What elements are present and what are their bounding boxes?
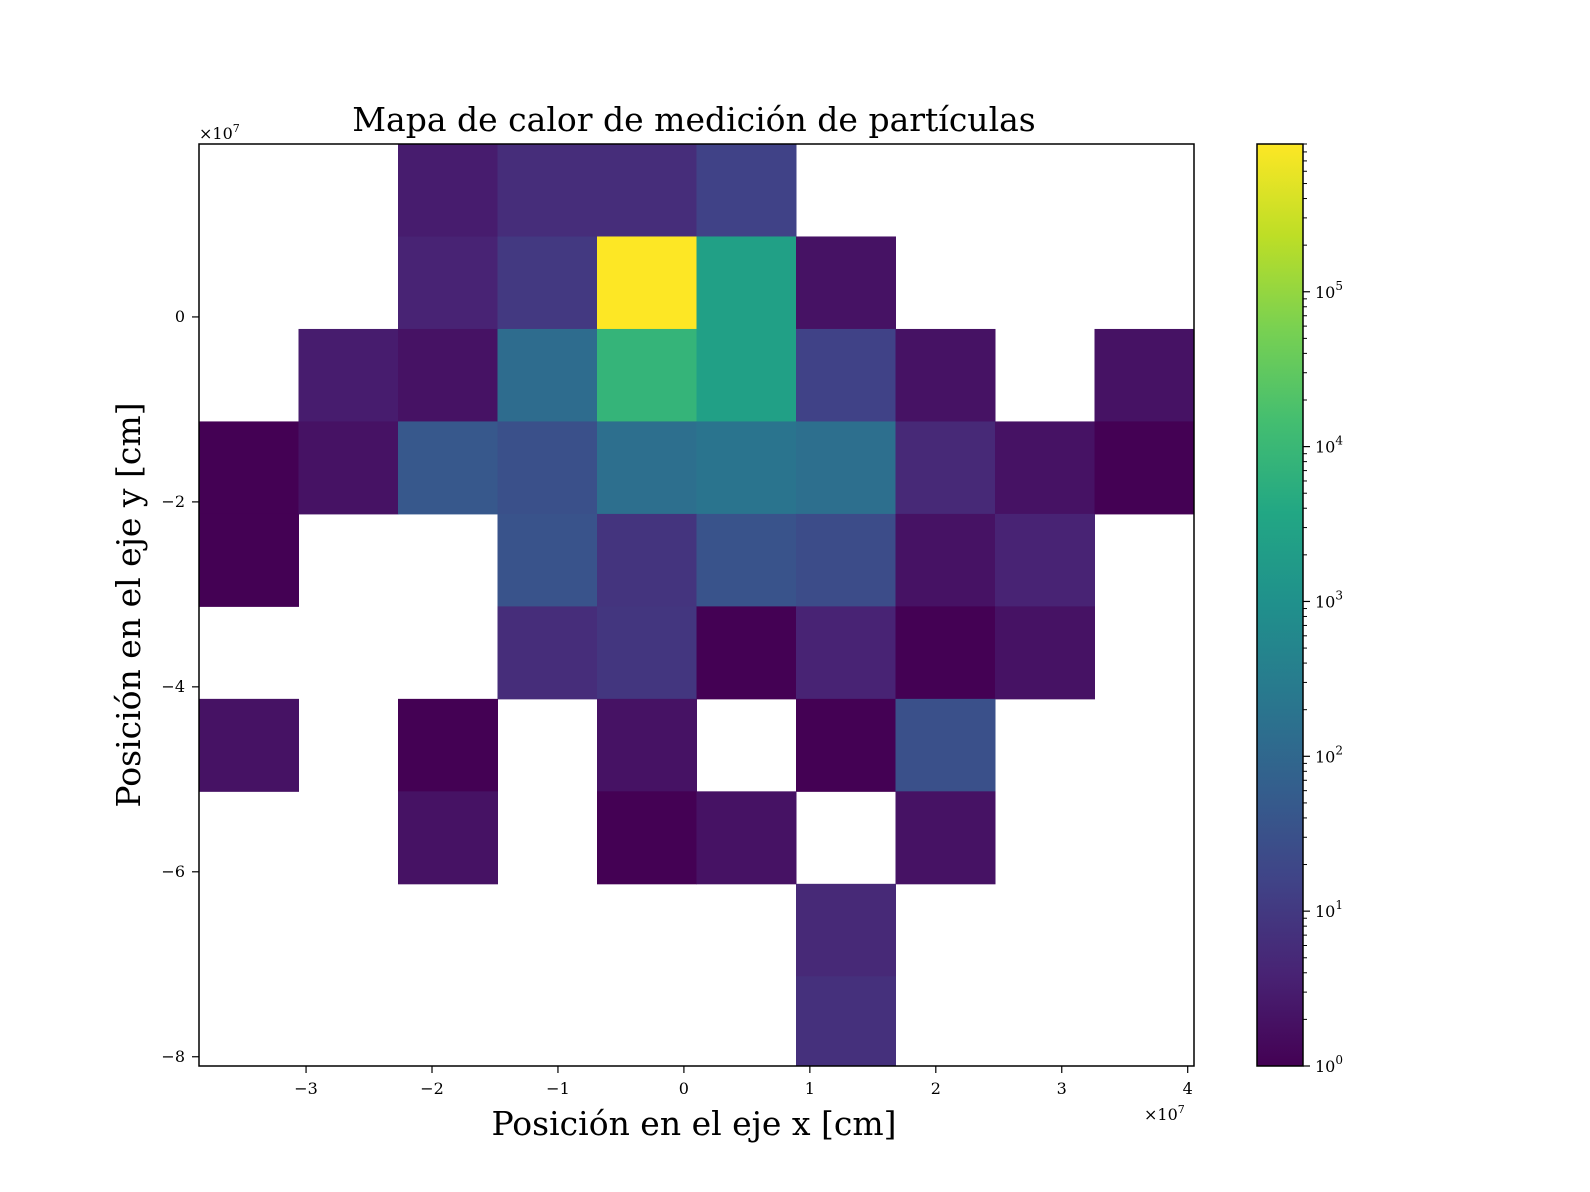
heatmap-cell — [1094, 328, 1195, 422]
heatmap-cells — [199, 144, 1195, 1067]
y-axis-label: Posición en el eje y [cm] — [109, 402, 148, 807]
heatmap-cell — [995, 421, 1095, 515]
colorbar-tick-label: 105 — [1315, 279, 1343, 302]
heatmap-cell — [796, 421, 896, 515]
y-tick-label: −4 — [161, 677, 185, 696]
heatmap-cell — [398, 421, 498, 515]
x-offset-label: ×107 — [1144, 1103, 1185, 1124]
heatmap-cell — [597, 791, 697, 885]
colorbar-tick-label: 100 — [1315, 1053, 1343, 1076]
heatmap-cell — [796, 698, 896, 792]
colorbar-tick-label: 101 — [1315, 898, 1343, 921]
y-tick-label: −6 — [161, 862, 185, 881]
heatmap-cell — [696, 513, 797, 607]
y-offset-label: ×107 — [199, 122, 240, 143]
heatmap-cell — [398, 236, 498, 330]
heatmap-cell — [597, 236, 697, 330]
heatmap-cell — [597, 421, 697, 515]
x-tick-label: 0 — [679, 1079, 689, 1098]
heatmap-cell — [199, 513, 299, 607]
y-tick-label: 0 — [175, 307, 185, 326]
colorbar-tick-label: 104 — [1315, 434, 1343, 457]
heatmap-cell — [398, 791, 498, 885]
heatmap-cell — [497, 606, 598, 700]
colorbar-tick-label: 102 — [1315, 743, 1343, 766]
colorbar — [1256, 143, 1304, 1067]
heatmap-cell — [199, 421, 299, 515]
heatmap-cell — [696, 144, 797, 237]
heatmap-cell — [696, 606, 797, 700]
heatmap-cell — [497, 513, 598, 607]
heatmap-cell — [597, 144, 697, 237]
heatmap-cell — [895, 513, 996, 607]
plot-frame — [198, 143, 1195, 1067]
heatmap-cell — [796, 328, 896, 422]
heatmap-cell — [796, 236, 896, 330]
x-tick-label: 3 — [1057, 1079, 1067, 1098]
heatmap-cell — [597, 513, 697, 607]
heatmap-cell — [298, 328, 399, 422]
x-tick-label: 1 — [805, 1079, 815, 1098]
x-tick-label: −3 — [294, 1079, 318, 1098]
heatmap-cell — [796, 883, 896, 977]
y-tick-label: −8 — [161, 1047, 185, 1066]
heatmap-cell — [398, 328, 498, 422]
heatmap-cell — [199, 698, 299, 792]
heatmap-cell — [895, 791, 996, 885]
heatmap-cell — [298, 421, 399, 515]
heatmap-cell — [895, 606, 996, 700]
heatmap-cell — [597, 698, 697, 792]
heatmap-cell — [398, 144, 498, 237]
heatmap-cell — [995, 513, 1095, 607]
heatmap-cell — [895, 421, 996, 515]
chart-title: Mapa de calor de medición de partículas — [352, 100, 1035, 139]
x-tick-label: 4 — [1183, 1079, 1193, 1098]
heatmap-cell — [597, 328, 697, 422]
heatmap-cell — [497, 421, 598, 515]
x-tick-label: −2 — [420, 1079, 444, 1098]
x-tick-label: −1 — [546, 1079, 570, 1098]
x-axis-label: Posición en el eje x [cm] — [491, 1104, 896, 1143]
heatmap-cell — [497, 328, 598, 422]
heatmap-cell — [597, 606, 697, 700]
colorbar-tick-label: 103 — [1315, 588, 1343, 611]
heatmap-cell — [497, 236, 598, 330]
heatmap-cell — [796, 513, 896, 607]
heatmap-cell — [1094, 421, 1195, 515]
heatmap-cell — [796, 606, 896, 700]
heatmap-cell — [895, 698, 996, 792]
heatmap-cell — [696, 328, 797, 422]
x-axis-ticks: −3 −2 −1 0 1 2 3 4 — [294, 1066, 1193, 1098]
heatmap-cell — [398, 698, 498, 792]
heatmap-cell — [497, 144, 598, 237]
heatmap-cell — [696, 791, 797, 885]
y-axis-ticks: 0 −2 −4 −6 −8 — [161, 307, 199, 1066]
heatmap-cell — [696, 421, 797, 515]
heatmap-cell — [895, 328, 996, 422]
heatmap-cell — [796, 976, 896, 1067]
heatmap-cell — [995, 606, 1095, 700]
colorbar-ticks: 100 101 102 103 104 105 — [1303, 143, 1343, 1076]
x-tick-label: 2 — [931, 1079, 941, 1098]
y-tick-label: −2 — [161, 492, 185, 511]
heatmap-cell — [696, 236, 797, 330]
